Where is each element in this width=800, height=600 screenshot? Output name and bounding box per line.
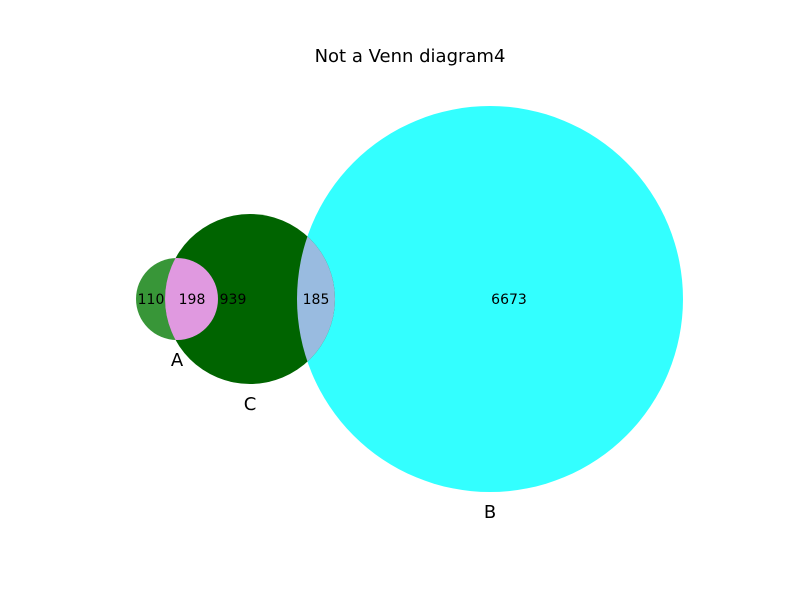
region-a-only-count: 110 <box>138 292 165 308</box>
region-b-and-c-count: 185 <box>303 292 330 308</box>
set-c-label: C <box>244 394 257 415</box>
region-b-only-count: 6673 <box>491 292 527 308</box>
region-a-and-c-count: 198 <box>179 292 206 308</box>
set-c-circle <box>165 214 335 384</box>
diagram-title: Not a Venn diagram4 <box>315 46 506 67</box>
set-a-label: A <box>171 350 184 371</box>
set-b-label: B <box>484 502 496 523</box>
set-b-circle <box>297 106 683 492</box>
region-c-only-count: 939 <box>220 292 247 308</box>
